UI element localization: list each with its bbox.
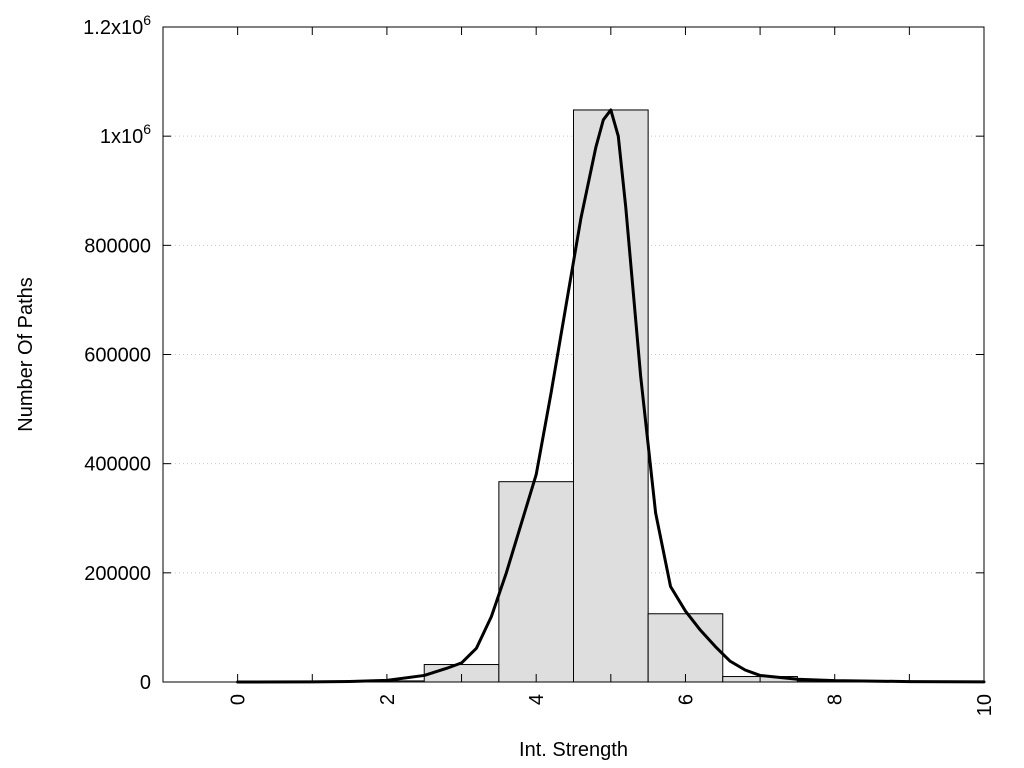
x-tick-label: 2	[377, 694, 399, 705]
histogram-bar	[498, 481, 575, 683]
x-tick-label: 6	[675, 694, 697, 705]
histogram-bars	[349, 109, 948, 683]
fit-curve-layer	[236, 108, 986, 684]
y-axis-ticks: 0 200000 400000 600000 800000 1x106 1.2x106	[83, 12, 984, 694]
histogram-bar	[647, 613, 724, 683]
y-tick-label: 600000	[84, 345, 151, 367]
y-axis-title: Number Of Paths	[15, 277, 37, 432]
y-tick-exponent: 6	[143, 12, 151, 28]
y-tick-label: 1.2x106	[83, 12, 151, 39]
x-axis-title: Int. Strength	[519, 739, 628, 761]
x-tick-label: 4	[526, 694, 548, 705]
fit-curve-line	[236, 108, 986, 684]
grid-lines	[163, 135, 984, 574]
y-tick-label: 800000	[84, 235, 151, 257]
x-tick-label: 8	[825, 694, 847, 705]
y-tick-label: 0	[140, 672, 151, 694]
y-tick-label: 200000	[84, 563, 151, 585]
y-tick-label: 1x106	[100, 121, 151, 148]
histogram-bar	[573, 109, 649, 683]
x-tick-label: 10	[974, 694, 996, 716]
x-axis-ticks: 0 2 4 6 8 10	[162, 27, 996, 716]
x-tick-label: 0	[228, 694, 250, 705]
y-tick-exponent: 6	[143, 121, 151, 137]
y-tick-label: 400000	[84, 454, 151, 476]
